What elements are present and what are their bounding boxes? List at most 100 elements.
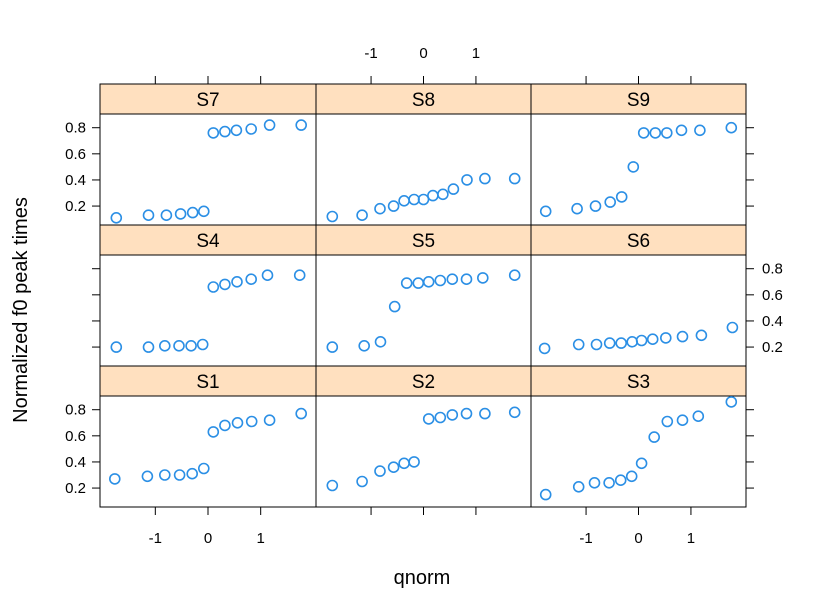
- data-point: [141, 470, 154, 483]
- data-point: [446, 273, 459, 286]
- data-point: [110, 341, 123, 353]
- panel-s2: S2: [315, 365, 532, 508]
- strip-background: [530, 365, 747, 397]
- data-point: [476, 272, 489, 284]
- data-point: [207, 426, 220, 438]
- data-point: [160, 209, 173, 221]
- data-point: [417, 193, 430, 206]
- strip-label: S1: [196, 372, 219, 393]
- data-point: [173, 469, 186, 481]
- data-point: [508, 172, 521, 185]
- strip-label: S5: [412, 231, 435, 252]
- data-point: [245, 123, 257, 135]
- data-point: [142, 341, 155, 353]
- data-point: [615, 337, 628, 349]
- data-point: [326, 479, 339, 492]
- data-point: [625, 470, 638, 483]
- data-point: [460, 407, 473, 420]
- data-point: [627, 161, 640, 173]
- y-tick-label: 0.4: [65, 454, 86, 471]
- data-point: [649, 127, 662, 139]
- data-point: [661, 415, 674, 428]
- data-point: [207, 127, 220, 139]
- panel-frame: [315, 254, 532, 367]
- data-point: [422, 275, 435, 288]
- data-point: [427, 189, 439, 202]
- data-point: [198, 462, 210, 475]
- data-point: [326, 210, 339, 223]
- data-point: [479, 172, 491, 185]
- strip-label: S4: [196, 231, 220, 252]
- data-point: [219, 125, 231, 138]
- data-point: [725, 121, 738, 134]
- data-point: [387, 200, 400, 212]
- data-point: [408, 193, 420, 206]
- data-point: [356, 475, 368, 488]
- data-point: [374, 335, 387, 348]
- data-point: [422, 413, 435, 425]
- data-point: [675, 124, 688, 137]
- data-point: [230, 124, 243, 137]
- panel-s7: S7: [99, 83, 317, 226]
- data-point: [726, 321, 739, 334]
- data-point: [539, 488, 552, 501]
- data-point: [245, 273, 257, 286]
- y-tick-label: 0.4: [762, 313, 783, 330]
- data-point: [538, 342, 551, 355]
- data-point: [219, 419, 231, 432]
- data-point: [508, 406, 521, 419]
- panel-s4: S4: [99, 224, 317, 367]
- data-point: [231, 275, 243, 288]
- data-point: [398, 457, 410, 470]
- data-point: [400, 277, 413, 289]
- data-point: [676, 414, 689, 427]
- data-point: [142, 209, 155, 221]
- data-point: [219, 278, 231, 291]
- data-point: [295, 407, 308, 420]
- strip-background: [315, 224, 532, 256]
- data-point: [614, 474, 627, 487]
- data-point: [196, 338, 209, 351]
- strip-label: S9: [627, 90, 650, 111]
- data-point: [261, 269, 274, 282]
- data-point: [412, 277, 425, 289]
- data-point: [635, 457, 648, 470]
- data-point: [263, 414, 276, 427]
- data-point: [572, 338, 585, 351]
- y-axis-title: Normalized f0 peak times: [10, 197, 32, 423]
- data-point: [692, 410, 705, 423]
- x-tick-label: 0: [419, 45, 427, 62]
- x-axis-title: qnorm: [394, 567, 451, 589]
- data-point: [186, 467, 198, 480]
- y-tick-label: 0.2: [762, 339, 783, 356]
- data-point: [110, 212, 123, 224]
- panel-frame: [315, 395, 532, 508]
- strip-background: [530, 224, 747, 256]
- strip-background: [99, 83, 317, 115]
- y-tick-label: 0.2: [65, 198, 86, 215]
- panel-s8: S8: [315, 83, 532, 226]
- panel-s9: S9: [530, 83, 747, 226]
- data-point: [408, 456, 420, 468]
- data-point: [434, 274, 447, 287]
- x-tick-label: 0: [634, 530, 642, 547]
- panel-frame: [99, 254, 317, 367]
- data-point: [695, 329, 708, 342]
- data-point: [358, 339, 371, 352]
- data-point: [588, 476, 601, 489]
- data-point: [388, 300, 401, 313]
- strip-background: [315, 83, 532, 115]
- x-tick-label: 1: [687, 530, 695, 547]
- data-point: [603, 476, 615, 489]
- data-point: [646, 333, 659, 346]
- data-point: [231, 416, 244, 429]
- y-tick-label: 0.8: [65, 402, 86, 419]
- panel-frame: [315, 113, 532, 226]
- y-tick-label: 0.6: [762, 287, 783, 304]
- data-point: [387, 461, 400, 474]
- y-tick-label: 0.8: [65, 120, 86, 137]
- data-point: [603, 337, 616, 349]
- panel-s3: S3: [530, 365, 747, 508]
- data-point: [637, 127, 650, 139]
- data-point: [590, 338, 603, 351]
